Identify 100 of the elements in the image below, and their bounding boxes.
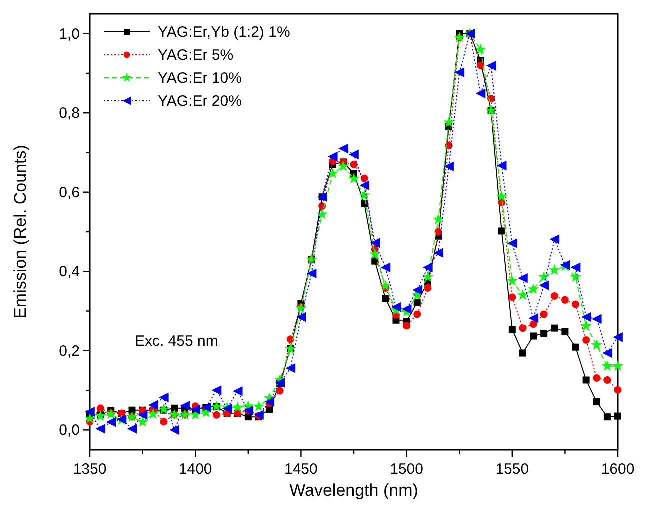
point [158, 404, 170, 414]
point [434, 248, 444, 258]
point [370, 238, 380, 248]
legend-label: YAG:Er 10% [158, 70, 242, 87]
point [94, 410, 106, 422]
point [338, 160, 350, 172]
point [360, 174, 368, 182]
point [412, 285, 422, 296]
point [128, 406, 136, 414]
y-tick-label: 1,0 [59, 26, 80, 43]
y-tick-label: 0,0 [59, 422, 80, 440]
point [327, 168, 338, 179]
point [424, 284, 432, 292]
point [570, 262, 581, 273]
x-tick-label: 1600 [601, 461, 635, 478]
point [370, 248, 381, 260]
point [580, 320, 592, 332]
point [253, 400, 265, 412]
point [232, 402, 244, 412]
y-tick-label: 0,4 [59, 264, 80, 281]
point [549, 264, 560, 276]
point [604, 414, 611, 421]
point [475, 44, 486, 54]
point [443, 116, 455, 128]
point [519, 324, 527, 332]
point [444, 162, 454, 172]
point [550, 234, 560, 244]
point [148, 400, 158, 410]
point [391, 302, 402, 312]
point [348, 172, 360, 184]
point [159, 392, 169, 403]
point [572, 344, 580, 351]
point [476, 88, 486, 99]
y-tick-label: 0,8 [59, 105, 80, 122]
point [496, 190, 508, 202]
point [316, 208, 328, 220]
point [519, 350, 526, 357]
point [570, 271, 582, 282]
point [148, 408, 159, 420]
point [592, 314, 602, 324]
point [380, 280, 392, 292]
point [602, 348, 612, 358]
point [551, 324, 558, 332]
point [454, 68, 464, 78]
point [296, 312, 306, 322]
point [212, 386, 222, 396]
point [530, 332, 538, 340]
point [232, 386, 243, 396]
point [170, 404, 178, 412]
point [582, 336, 590, 344]
point [306, 254, 318, 265]
point [498, 228, 506, 235]
point [414, 299, 421, 306]
point [582, 376, 590, 384]
point [382, 295, 390, 302]
point [127, 424, 138, 434]
point [572, 300, 580, 308]
point [508, 294, 516, 302]
point [264, 397, 274, 407]
point [602, 360, 614, 372]
point [540, 330, 548, 337]
legend-label: YAG:Er,Yb (1:2) 1% [158, 24, 290, 41]
point [380, 262, 391, 273]
legend-label: YAG:Er 20% [158, 93, 242, 110]
point [506, 275, 518, 286]
point [486, 104, 497, 116]
point [96, 424, 106, 434]
point [160, 418, 168, 426]
annotation: Exc. 455 nm [135, 333, 218, 350]
point [286, 336, 294, 344]
point [562, 328, 569, 335]
point [96, 404, 104, 412]
point [550, 292, 558, 300]
point [432, 214, 444, 224]
point [338, 144, 348, 154]
x-tick-label: 1550 [496, 461, 530, 478]
point [528, 314, 538, 324]
point [423, 262, 433, 273]
point [476, 62, 484, 70]
point [306, 268, 317, 279]
x-tick-label: 1350 [73, 461, 107, 478]
x-axis-title: Wavelength (nm) [290, 481, 418, 500]
point [530, 320, 538, 328]
point [581, 312, 592, 322]
point [528, 284, 540, 294]
point [604, 376, 612, 384]
point [403, 322, 411, 330]
point [170, 425, 180, 436]
x-tick-label: 1500 [390, 461, 424, 478]
point [137, 416, 148, 428]
point [612, 360, 624, 372]
x-tick-label: 1400 [178, 461, 212, 478]
point [138, 410, 148, 420]
point [508, 238, 518, 248]
point [360, 180, 370, 191]
point [402, 304, 412, 314]
point [276, 387, 284, 395]
point [540, 310, 548, 318]
point [212, 411, 220, 419]
point [454, 32, 466, 43]
